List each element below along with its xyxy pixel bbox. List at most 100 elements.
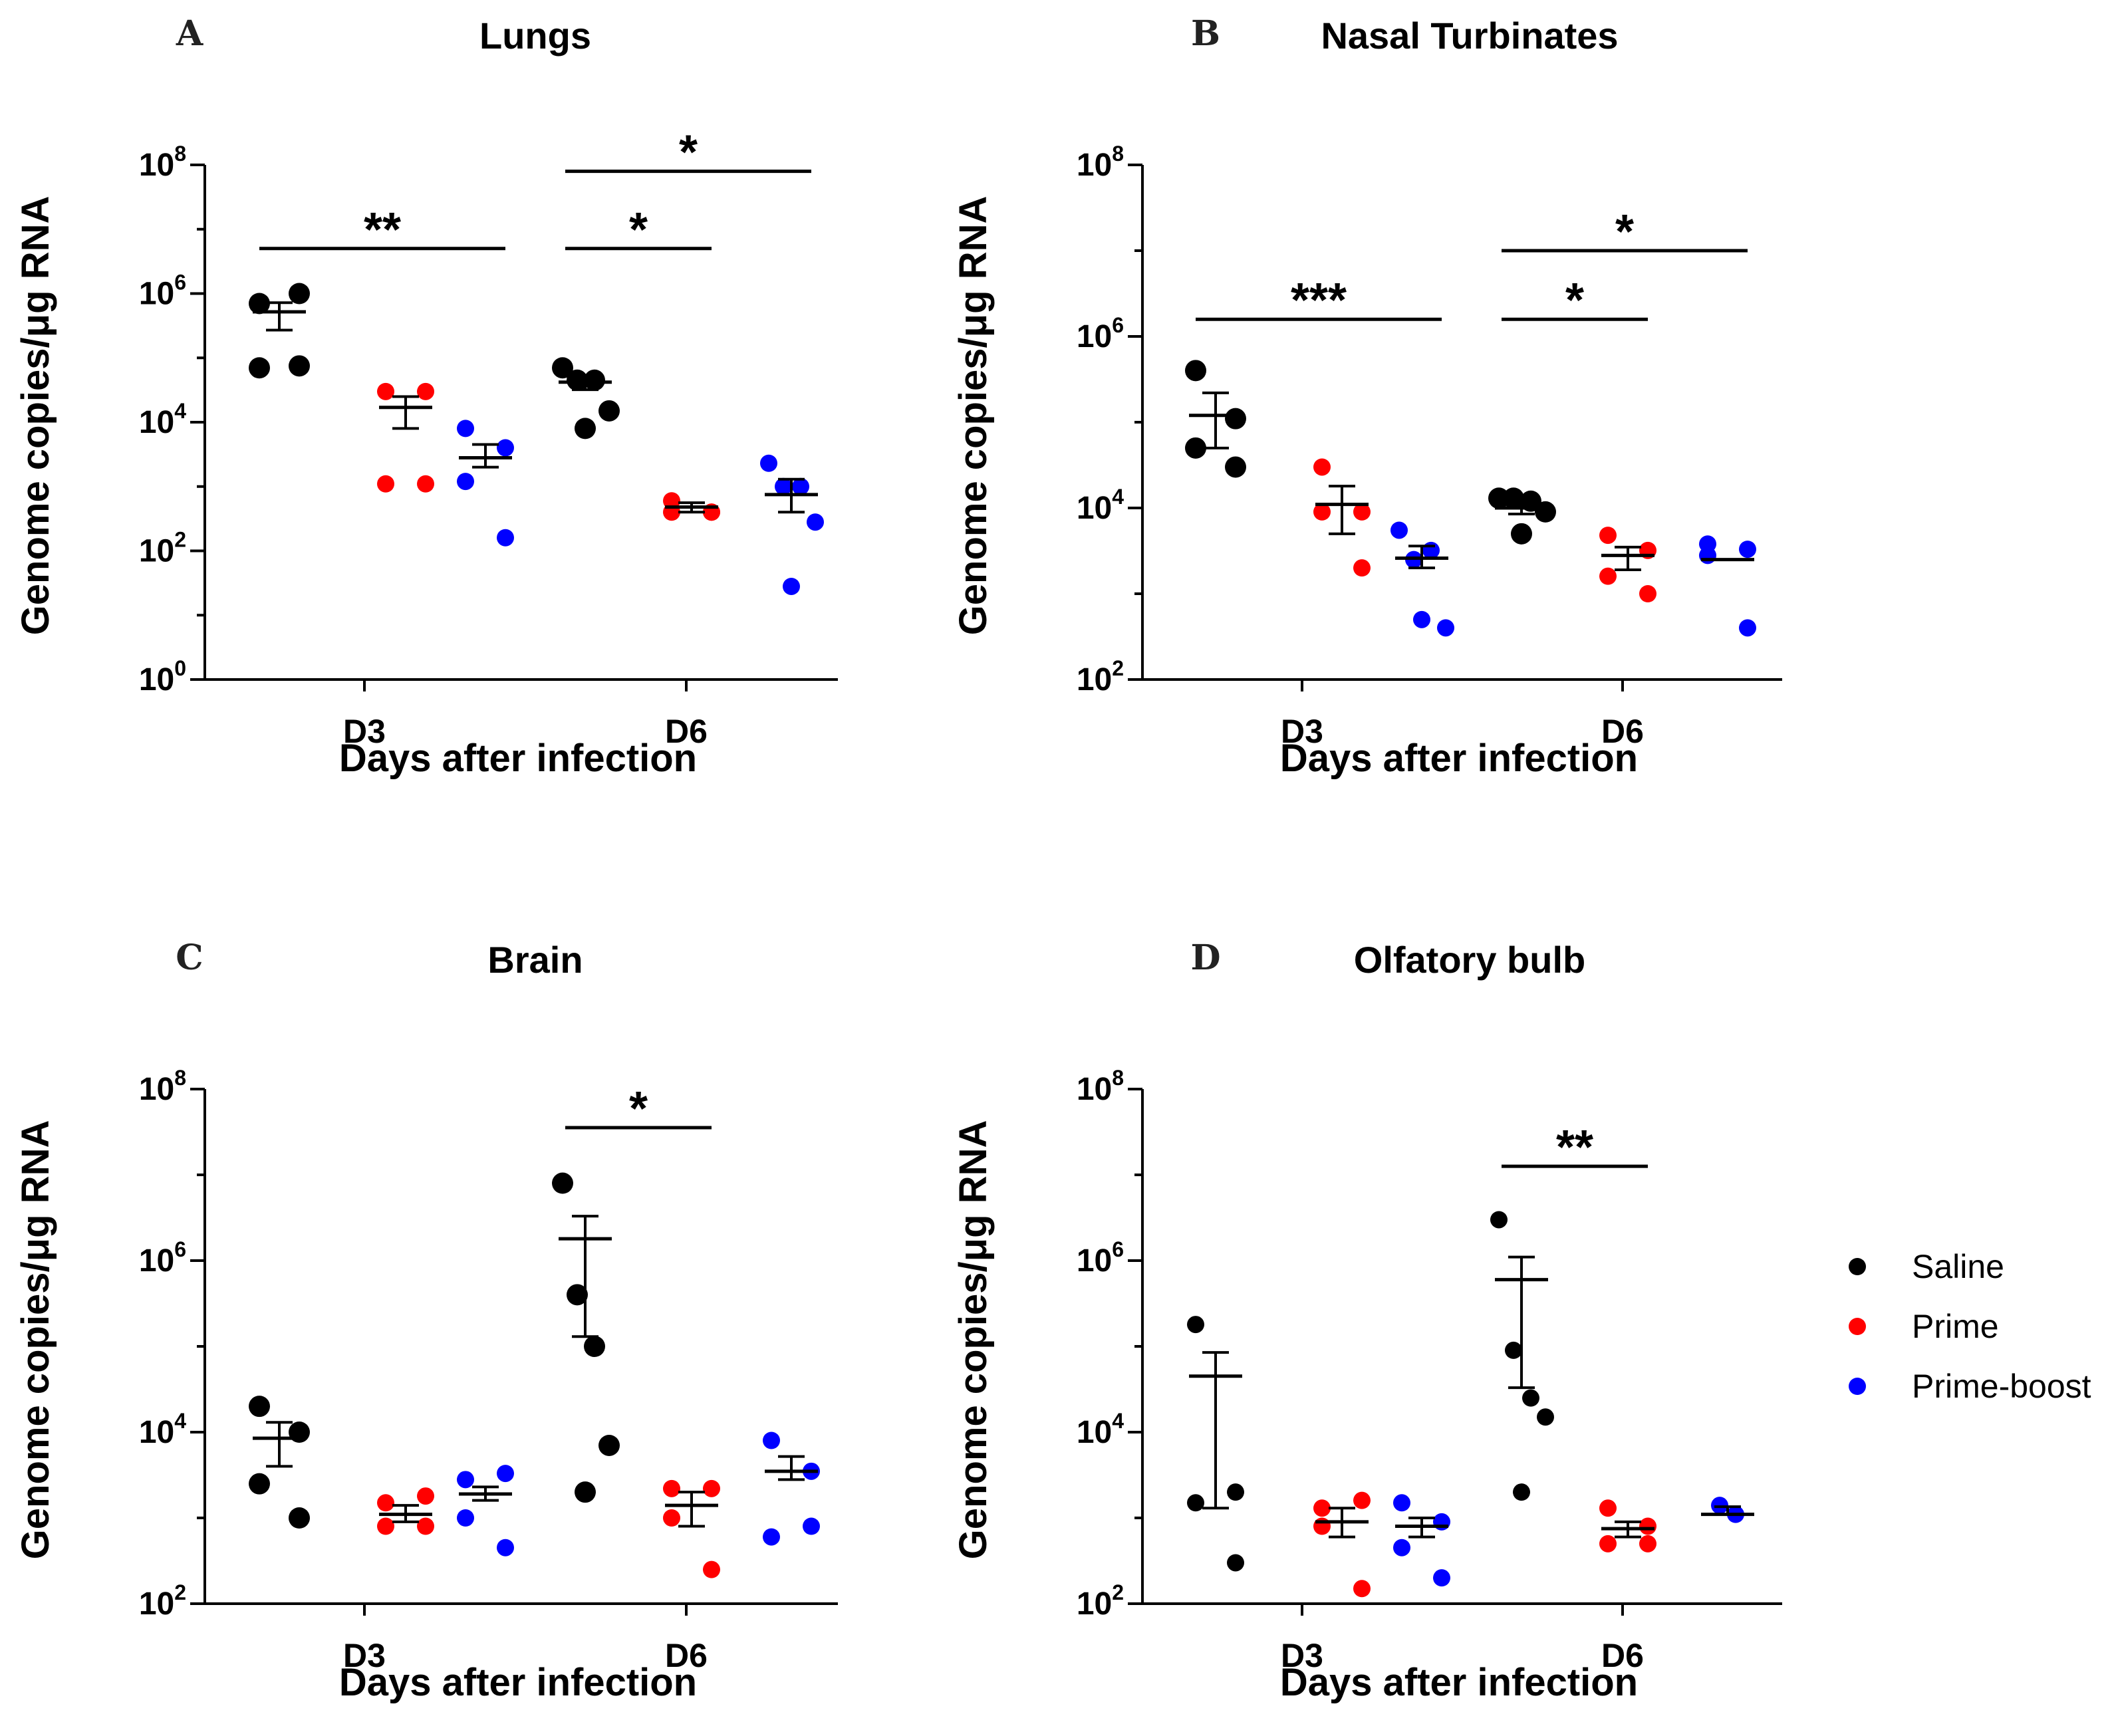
data-point	[1511, 523, 1532, 545]
data-point	[1353, 1491, 1371, 1509]
data-point	[1599, 1535, 1617, 1552]
group-d6-prime-boost	[763, 1431, 820, 1546]
data-point	[249, 1473, 270, 1495]
y-tick-exp: 4	[174, 1409, 186, 1433]
y-tick-exp: 6	[174, 1237, 186, 1261]
legend-label: Prime	[1912, 1308, 1999, 1345]
data-point	[1639, 585, 1656, 602]
data-point	[584, 369, 605, 391]
x-tick-label: D6	[665, 1637, 708, 1674]
data-point	[1393, 1539, 1410, 1556]
y-tick-exp: 8	[174, 142, 186, 166]
data-point	[1599, 527, 1617, 545]
data-point	[417, 475, 434, 493]
group-d6-prime-boost	[1701, 1497, 1754, 1523]
group-d6-prime	[663, 1479, 720, 1578]
y-tick-base: 10	[139, 1415, 174, 1450]
group-d3-prime-boost	[1390, 521, 1454, 637]
data-point	[703, 1479, 720, 1497]
data-point	[1739, 541, 1756, 558]
x-tick-label: D6	[1601, 1637, 1644, 1674]
x-tick-label: D6	[665, 713, 708, 750]
data-point	[1639, 1535, 1656, 1552]
group-d3-prime	[377, 1487, 434, 1535]
significance-label: *	[1565, 274, 1584, 327]
data-point	[1413, 610, 1430, 628]
panel-letter: B	[1191, 13, 1220, 54]
y-tick-exp: 4	[174, 399, 186, 423]
data-point	[1227, 1483, 1244, 1501]
data-point	[1390, 521, 1408, 539]
data-point	[1537, 1408, 1554, 1426]
y-tick-label: 102	[1077, 656, 1124, 697]
y-tick-label: 104	[139, 399, 186, 440]
data-point	[807, 513, 824, 531]
panel-title: Lungs	[479, 15, 591, 57]
data-point	[792, 477, 809, 495]
group-d3-saline	[1185, 360, 1246, 478]
data-point	[1505, 1341, 1522, 1359]
data-point	[567, 1284, 588, 1306]
group-d6-prime	[663, 492, 720, 521]
legend: Saline Prime Prime-boost	[1849, 1248, 2091, 1405]
data-point	[1313, 1517, 1331, 1535]
data-point	[1437, 619, 1454, 637]
y-tick-label: 104	[139, 1409, 186, 1450]
panel-letter: A	[176, 13, 203, 54]
data-point	[1490, 1211, 1508, 1229]
y-tick-base: 10	[139, 1072, 174, 1107]
data-point	[1185, 437, 1206, 459]
data-point	[763, 1528, 780, 1546]
data-point	[575, 418, 596, 439]
y-tick-base: 10	[1077, 491, 1112, 526]
group-d3-prime	[1313, 458, 1371, 577]
data-point	[377, 475, 394, 493]
data-point	[552, 1172, 573, 1194]
y-tick-base: 10	[1077, 1072, 1112, 1107]
data-point	[1739, 619, 1756, 637]
y-tick-label: 108	[1077, 142, 1124, 183]
data-point	[1227, 1554, 1244, 1572]
data-point	[1185, 360, 1206, 382]
y-tick-base: 10	[1077, 1586, 1112, 1622]
legend-label: Saline	[1912, 1248, 2004, 1285]
data-point	[1225, 456, 1246, 478]
data-point	[377, 382, 394, 400]
data-point	[1187, 1316, 1204, 1334]
panel-title: Nasal Turbinates	[1321, 15, 1618, 57]
y-tick-label: 106	[1077, 1237, 1124, 1279]
data-point	[377, 1517, 394, 1535]
y-axis-label: Genome copies/μg RNA	[14, 1120, 57, 1560]
data-point	[377, 1494, 394, 1512]
group-d3-prime-boost	[457, 1465, 514, 1556]
data-point	[1187, 1494, 1204, 1512]
x-axis-label: Days after infection	[339, 737, 697, 780]
data-point	[1599, 567, 1617, 585]
y-tick-exp: 2	[1112, 1580, 1124, 1604]
data-point	[783, 577, 800, 595]
y-tick-exp: 2	[174, 1580, 186, 1604]
data-point	[289, 1507, 310, 1529]
group-d3-prime	[1313, 1491, 1371, 1598]
data-point	[1353, 559, 1371, 577]
y-tick-label: 104	[1077, 485, 1124, 526]
y-tick-exp: 8	[174, 1066, 186, 1090]
group-d3-prime-boost	[457, 420, 514, 547]
group-d6-prime-boost	[760, 454, 824, 595]
y-tick-base: 10	[139, 1243, 174, 1279]
data-point	[1393, 1494, 1410, 1512]
y-axis-label: Genome copies/μg RNA	[952, 196, 995, 636]
significance-label: *	[629, 203, 648, 257]
x-tick-label: D6	[1601, 713, 1644, 750]
data-point	[1422, 541, 1440, 559]
data-point	[703, 1560, 720, 1578]
y-tick-base: 10	[139, 534, 174, 569]
data-point	[417, 1517, 434, 1535]
y-tick-exp: 6	[1112, 313, 1124, 337]
data-point	[417, 382, 434, 400]
data-point	[1711, 1497, 1728, 1515]
panel-title: Brain	[487, 939, 583, 981]
data-point	[1535, 501, 1556, 523]
data-point	[1313, 503, 1331, 521]
